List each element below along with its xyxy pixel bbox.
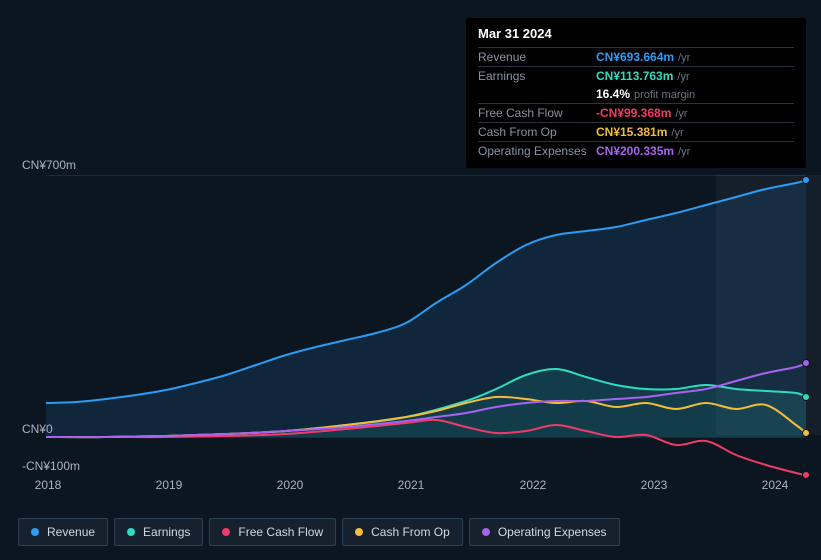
tooltip-value: CN¥15.381m/yr bbox=[596, 125, 684, 139]
legend-label: Cash From Op bbox=[371, 525, 450, 539]
tooltip-value: CN¥200.335m/yr bbox=[596, 144, 690, 158]
tooltip-label: Free Cash Flow bbox=[478, 106, 596, 120]
y-axis-label: CN¥0 bbox=[22, 422, 53, 436]
legend-item-earnings[interactable]: Earnings bbox=[114, 518, 203, 546]
series-end-marker bbox=[803, 177, 810, 184]
chart-plot bbox=[46, 175, 806, 475]
series-end-marker bbox=[803, 360, 810, 367]
tooltip-label: Earnings bbox=[478, 69, 596, 83]
chart-legend: Revenue Earnings Free Cash Flow Cash From O… bbox=[18, 518, 620, 546]
tooltip-value: CN¥693.664m/yr bbox=[596, 50, 690, 64]
legend-label: Revenue bbox=[47, 525, 95, 539]
tooltip-value: CN¥113.763m/yr bbox=[596, 69, 690, 83]
x-axis-label: 2022 bbox=[520, 478, 547, 492]
series-end-marker bbox=[803, 394, 810, 401]
legend-item-operating-expenses[interactable]: Operating Expenses bbox=[469, 518, 620, 546]
tooltip-row: Free Cash Flow-CN¥99.368m/yr bbox=[478, 103, 794, 122]
tooltip-rows: RevenueCN¥693.664m/yrEarningsCN¥113.763m… bbox=[478, 47, 794, 160]
legend-dot-icon bbox=[31, 528, 39, 536]
tooltip-label: Operating Expenses bbox=[478, 144, 596, 158]
tooltip-row: Operating ExpensesCN¥200.335m/yr bbox=[478, 141, 794, 160]
tooltip-label: Revenue bbox=[478, 50, 596, 64]
tooltip-label bbox=[478, 87, 596, 101]
tooltip-row: 16.4%profit margin bbox=[478, 85, 794, 103]
x-axis-label: 2023 bbox=[641, 478, 668, 492]
tooltip-label: Cash From Op bbox=[478, 125, 596, 139]
legend-dot-icon bbox=[127, 528, 135, 536]
x-axis-label: 2018 bbox=[35, 478, 62, 492]
legend-item-revenue[interactable]: Revenue bbox=[18, 518, 108, 546]
tooltip-row: RevenueCN¥693.664m/yr bbox=[478, 47, 794, 66]
x-axis-label: 2024 bbox=[762, 478, 789, 492]
tooltip-row: Cash From OpCN¥15.381m/yr bbox=[478, 122, 794, 141]
legend-dot-icon bbox=[355, 528, 363, 536]
y-axis-label: CN¥700m bbox=[22, 158, 76, 172]
legend-label: Operating Expenses bbox=[498, 525, 607, 539]
x-axis-label: 2019 bbox=[156, 478, 183, 492]
chart-area[interactable]: CN¥700mCN¥0-CN¥100m 20182019202020212022… bbox=[18, 175, 805, 475]
series-end-marker bbox=[803, 472, 810, 479]
legend-label: Free Cash Flow bbox=[238, 525, 323, 539]
legend-item-cash-from-op[interactable]: Cash From Op bbox=[342, 518, 463, 546]
x-axis-label: 2021 bbox=[398, 478, 425, 492]
chart-tooltip: Mar 31 2024 RevenueCN¥693.664m/yrEarning… bbox=[466, 18, 806, 168]
legend-item-free-cash-flow[interactable]: Free Cash Flow bbox=[209, 518, 336, 546]
series-end-marker bbox=[803, 430, 810, 437]
legend-label: Earnings bbox=[143, 525, 190, 539]
tooltip-date: Mar 31 2024 bbox=[478, 26, 794, 47]
y-axis-label: -CN¥100m bbox=[22, 459, 80, 473]
legend-dot-icon bbox=[222, 528, 230, 536]
x-axis-label: 2020 bbox=[277, 478, 304, 492]
legend-dot-icon bbox=[482, 528, 490, 536]
tooltip-value: -CN¥99.368m/yr bbox=[596, 106, 688, 120]
tooltip-row: EarningsCN¥113.763m/yr bbox=[478, 66, 794, 85]
tooltip-value: 16.4%profit margin bbox=[596, 87, 695, 101]
